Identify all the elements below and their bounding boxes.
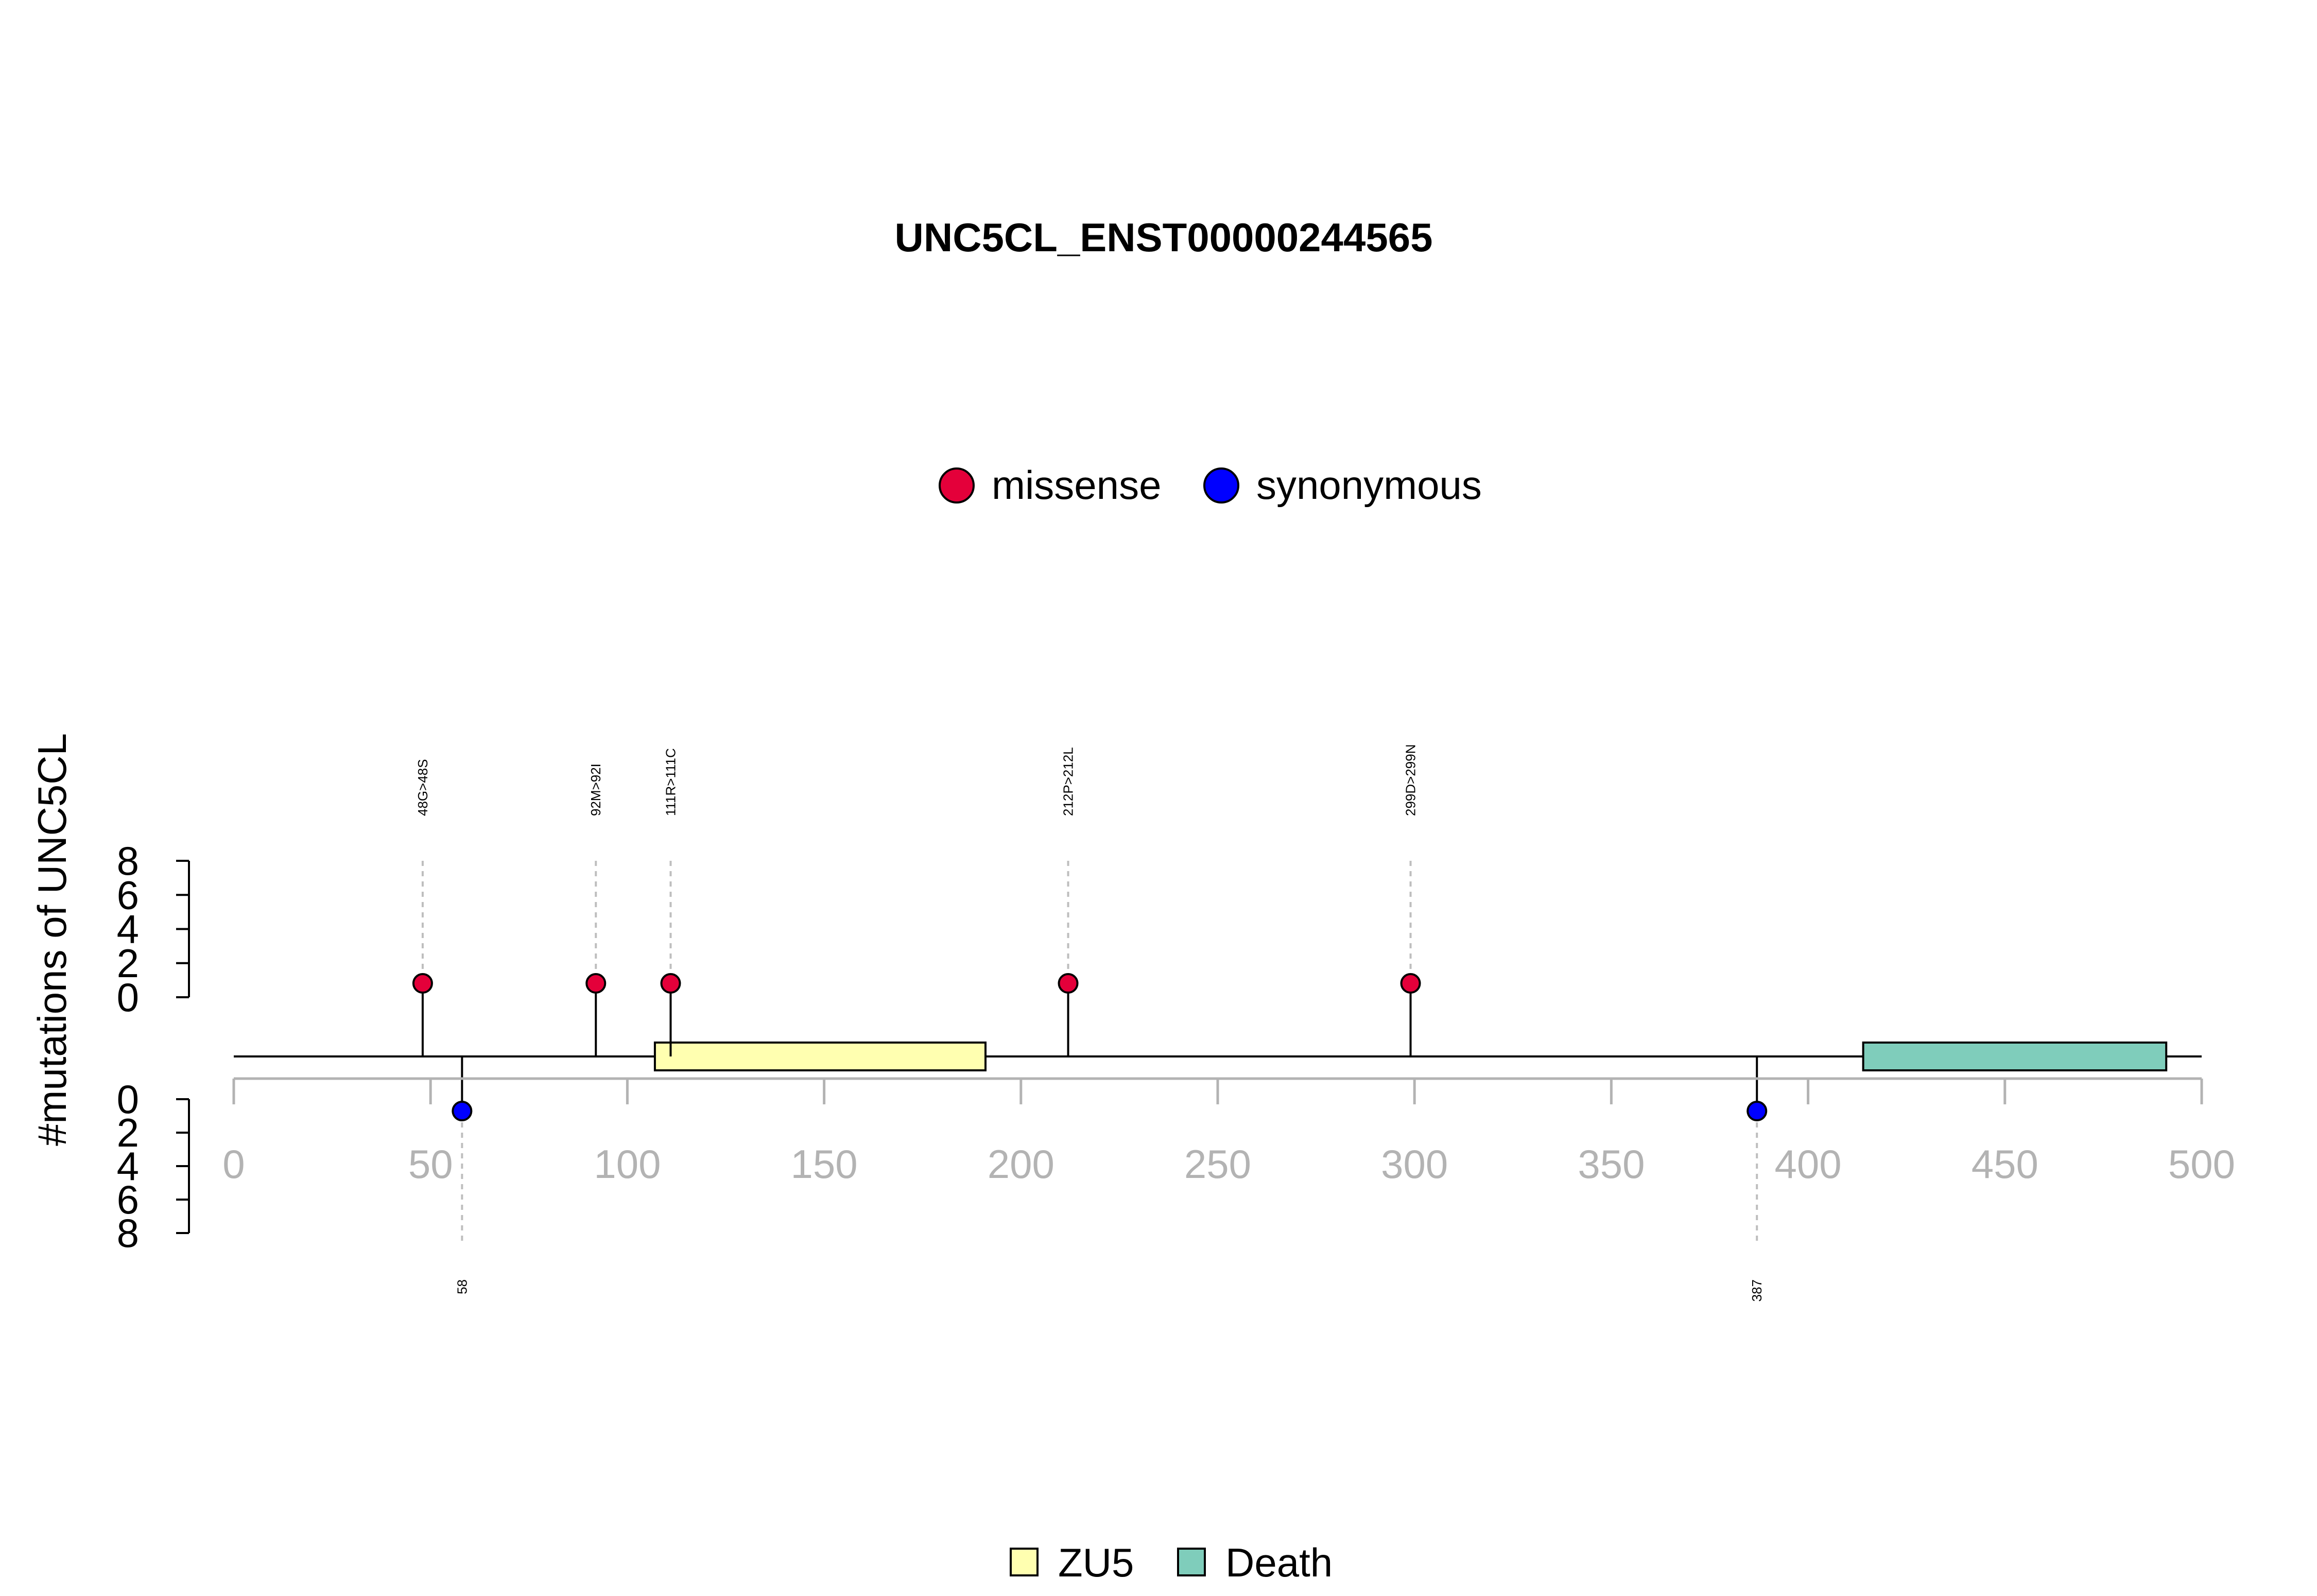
chart-title: UNC5CL_ENST00000244565: [895, 215, 1433, 260]
mutation-point-111: [660, 973, 681, 994]
x-tick-label: 300: [1381, 1141, 1448, 1187]
y-top-tick-label: 2: [117, 941, 139, 986]
mutation-label-111: 111R>111C: [663, 748, 678, 816]
mutation-point-48: [412, 973, 433, 994]
x-tick-label: 500: [2168, 1141, 2235, 1187]
y-top-tick-label: 6: [117, 872, 139, 917]
legend-missense-label: missense: [992, 462, 1161, 508]
legend-death-swatch: [1177, 1548, 1206, 1576]
mutation-label-212: 212P>212L: [1061, 747, 1076, 816]
legend-missense-marker: [939, 467, 975, 504]
y-bottom-tick-label: 8: [117, 1210, 139, 1256]
y-axis-label: #mutations of UNC5CL: [29, 733, 75, 1146]
legend-death-label: Death: [1225, 1540, 1333, 1585]
domain-boxes: [653, 1042, 2168, 1071]
mutation-point-387: [1747, 1101, 1768, 1121]
mutation-point-212: [1058, 973, 1079, 994]
mutation-legend: missense synonymous: [939, 462, 1482, 508]
legend-synonymous-label: synonymous: [1256, 462, 1482, 508]
domain-zu5: [653, 1042, 987, 1071]
x-axis: 0 50 100 150 200 250 300 350 400 450 500: [222, 1077, 2235, 1187]
legend-zu5-label: ZU5: [1058, 1540, 1134, 1585]
y-bottom-tick-label: 4: [117, 1143, 139, 1189]
legend-zu5-swatch: [1010, 1548, 1039, 1576]
guide-lines: [421, 861, 1758, 1243]
mutation-label-387: 387: [1749, 1279, 1765, 1302]
x-tick-label: 200: [988, 1141, 1054, 1187]
mutation-point-58: [452, 1101, 473, 1121]
y-bottom-tick-label: 6: [117, 1177, 139, 1222]
mutation-point-299: [1400, 973, 1421, 994]
mutation-label-58: 58: [454, 1279, 470, 1294]
x-tick-label: 0: [222, 1141, 245, 1187]
domain-death: [1862, 1042, 2168, 1071]
x-tick-label: 250: [1184, 1141, 1251, 1187]
y-top-tick-label: 0: [117, 975, 139, 1020]
y-bottom-tick-label: 2: [117, 1110, 139, 1155]
mutation-label-92: 92M>92I: [588, 764, 603, 816]
lollipop-stems: [421, 983, 1758, 1111]
y-top-tick-label: 8: [117, 838, 139, 883]
mutation-label-48: 48G>48S: [415, 759, 430, 816]
x-tick-label: 350: [1578, 1141, 1645, 1187]
y-top-tick-label: 4: [117, 907, 139, 952]
x-tick-label: 150: [791, 1141, 858, 1187]
mutation-labels: 48G>48S 92M>92I 111R>111C 212P>212L 299D>299…: [415, 744, 1765, 1302]
x-tick-label: 400: [1775, 1141, 1842, 1187]
x-tick-label: 50: [408, 1141, 453, 1187]
mutation-label-299: 299D>299N: [1403, 744, 1419, 817]
lollipop-heads: [412, 973, 1768, 1121]
domain-legend: ZU5 Death: [1010, 1540, 1333, 1585]
mutation-point-92: [585, 973, 607, 994]
y-bottom-tick-label: 0: [117, 1077, 139, 1122]
x-tick-label: 100: [594, 1141, 661, 1187]
x-tick-label: 450: [1972, 1141, 2038, 1187]
legend-synonymous-marker: [1203, 467, 1239, 504]
